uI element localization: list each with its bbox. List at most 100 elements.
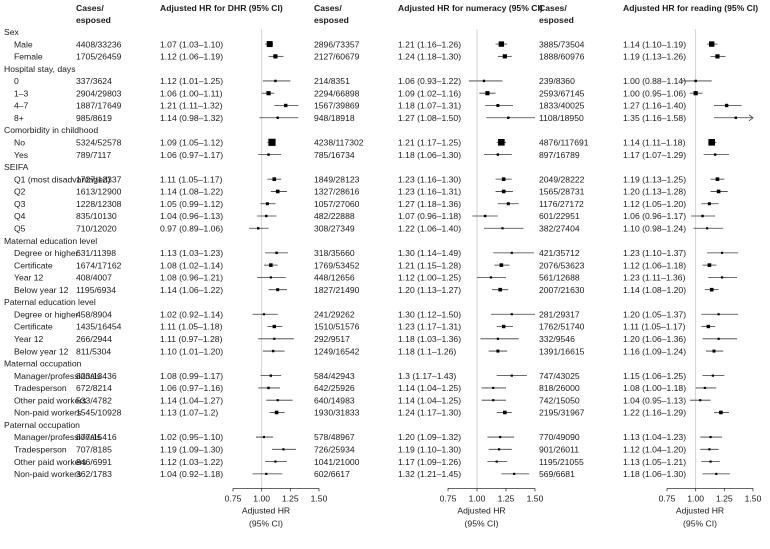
- row-label: Certificate: [14, 260, 53, 270]
- x-axis-title-read: Adjusted HR: [676, 505, 724, 515]
- ci-value-num: 1.24 (1.17–1.30): [398, 408, 461, 418]
- cases-value-dhr: 5324/52578: [76, 138, 122, 148]
- ci-value-num: 1.23 (1.16–1.30): [398, 174, 461, 184]
- cases-value-read: 239/8360: [539, 76, 575, 86]
- ci-header-num: Adjusted HR for numeracy (95% CI): [398, 3, 543, 13]
- x-tick-label-dhr: 0.75: [225, 493, 242, 503]
- hr-point-dhr: [269, 374, 273, 377]
- ci-value-num: 1.27 (1.18–1.36): [398, 199, 461, 209]
- ci-value-num: 1.19 (1.10–1.30): [398, 445, 461, 455]
- ci-value-dhr: 1.14 (1.04–1.27): [160, 395, 223, 405]
- ci-value-dhr: 1.11 (0.97–1.28): [160, 334, 223, 344]
- hr-point-num: [510, 374, 513, 377]
- ci-value-read: 1.08 (1.00–1.18): [623, 383, 686, 393]
- hr-point-read: [715, 54, 720, 59]
- row-label: Non-paid workers: [14, 408, 81, 418]
- cases-value-read: 2593/67145: [539, 88, 585, 98]
- hr-point-read: [701, 214, 704, 218]
- hr-point-num: [492, 399, 495, 402]
- hr-point-dhr: [271, 349, 275, 353]
- row-label: Degree or higher: [14, 309, 79, 319]
- table-rows: Sex Male 4408/33236 1.07 (1.03–1.10) 2896/73…: [4, 27, 686, 479]
- hr-point-dhr: [257, 227, 260, 230]
- ci-value-num: 1.22 (1.06–1.40): [398, 223, 461, 233]
- row-label: Q4: [14, 211, 26, 221]
- hr-point-dhr: [265, 472, 268, 475]
- x-axis-subtitle-dhr: (95% CI): [249, 518, 283, 528]
- cases-value-num: 1327/28616: [314, 187, 360, 197]
- hr-point-num: [501, 177, 506, 181]
- hr-point-num: [496, 103, 500, 107]
- hr-point-num: [496, 337, 499, 340]
- ci-value-read: 1.04 (0.95–1.13): [623, 395, 686, 405]
- ci-value-dhr: 1.10 (1.01–1.20): [160, 346, 223, 356]
- ci-value-num: 1.24 (1.18–1.30): [398, 52, 461, 62]
- x-axis-title-num: Adjusted HR: [457, 505, 505, 515]
- hr-point-num: [496, 349, 500, 353]
- row-label: Other paid workers: [14, 457, 87, 467]
- hr-point-num: [506, 202, 510, 206]
- hr-point-read: [709, 41, 715, 47]
- hr-point-dhr: [275, 189, 280, 194]
- cases-value-num: 1769/53452: [314, 260, 360, 270]
- cases-value-dhr: 1705/26459: [76, 52, 122, 62]
- cases-value-num: 578/48967: [314, 432, 355, 442]
- axes: 0.75 1.00 1.25 1.50 Adjusted HR (95% CI) 0.75 1…: [225, 487, 762, 528]
- cases-value-num: 642/25926: [314, 383, 355, 393]
- cases-value-dhr: 1435/16454: [76, 322, 122, 332]
- plot-marks: [249, 29, 754, 489]
- row-label: Female: [14, 52, 43, 62]
- ci-value-dhr: 1.09 (1.05–1.12): [160, 138, 223, 148]
- hr-point-num: [495, 460, 498, 463]
- ci-value-num: 1.21 (1.15–1.28): [398, 260, 461, 270]
- hr-point-dhr: [273, 54, 278, 59]
- hr-point-dhr: [276, 116, 279, 119]
- cases-value-dhr: 1545/10928: [76, 408, 122, 418]
- ci-value-read: 1.18 (1.06–1.30): [623, 469, 686, 479]
- cases-value-num: 2127/60679: [314, 52, 360, 62]
- cases-value-num: 1849/28123: [314, 174, 360, 184]
- cases-value-read: 747/43025: [539, 371, 580, 381]
- ci-value-num: 1.23 (1.17–1.31): [398, 322, 461, 332]
- ci-value-read: 1.00 (0.88–1.14): [623, 76, 686, 86]
- ci-value-read: 1.15 (1.06–1.25): [623, 371, 686, 381]
- x-axis-subtitle-read: (95% CI): [683, 518, 717, 528]
- cases-value-num: 4238/117302: [314, 138, 364, 148]
- hr-point-read: [706, 324, 710, 329]
- cases-value-num: 602/6617: [314, 469, 350, 479]
- cases-value-read: 901/26011: [539, 445, 579, 455]
- ci-value-dhr: 1.12 (1.03–1.22): [160, 457, 223, 467]
- cases-value-num: 785/16734: [314, 150, 355, 160]
- cases-value-read: 818/26000: [539, 383, 580, 393]
- row-label: 0: [14, 76, 19, 86]
- cases-value-read: 3885/73504: [539, 39, 585, 49]
- ci-value-dhr: 1.19 (1.09–1.30): [160, 445, 223, 455]
- hr-point-num: [513, 472, 516, 475]
- hr-point-read: [713, 153, 717, 156]
- hr-point-num: [510, 313, 513, 316]
- hr-point-dhr: [276, 288, 280, 292]
- row-label: Q1 (most disadvantaged): [14, 174, 111, 184]
- hr-point-num: [483, 214, 487, 218]
- cases-value-dhr: 811/5304: [76, 346, 111, 356]
- hr-point-read: [716, 189, 721, 194]
- cases-value-read: 561/12688: [539, 273, 580, 283]
- hr-point-dhr: [266, 91, 271, 96]
- cases-value-dhr: 1674/17162: [76, 260, 122, 270]
- hr-point-read: [720, 251, 724, 254]
- ci-value-num: 1.32 (1.21–1.45): [398, 469, 461, 479]
- section-label: Hospital stay, days: [4, 64, 76, 74]
- ci-value-num: 1.17 (1.09–1.26): [398, 457, 461, 467]
- row-label: Tradesperson: [14, 383, 67, 393]
- ci-value-num: 1.27 (1.08–1.50): [398, 113, 461, 123]
- cases-value-num: 640/14983: [314, 395, 355, 405]
- cases-value-num: 584/42943: [314, 371, 355, 381]
- ci-value-num: 1.18 (1.06–1.30): [398, 150, 461, 160]
- ci-value-num: 1.14 (1.04–1.25): [398, 383, 461, 393]
- ci-value-num: 1.12 (1.00–1.25): [398, 273, 461, 283]
- ci-value-dhr: 1.07 (1.03–1.10): [160, 39, 223, 49]
- ci-value-read: 1.20 (1.05–1.37): [623, 309, 686, 319]
- ci-value-num: 1.3 (1.17–1.43): [398, 371, 456, 381]
- ci-value-read: 1.27 (1.16–1.40): [623, 101, 686, 111]
- section-label: Comorbidity in childhood: [4, 125, 98, 135]
